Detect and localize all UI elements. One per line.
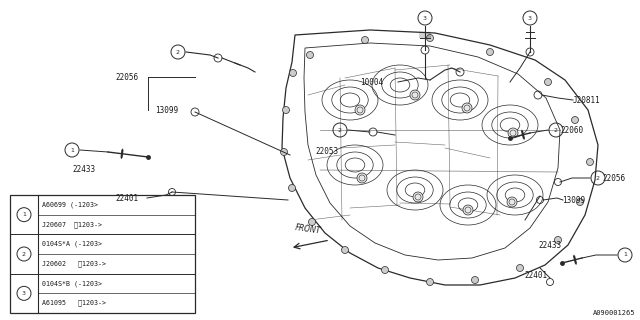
Text: 22401: 22401 [115, 194, 138, 203]
Text: 0104S*B (-1203>: 0104S*B (-1203> [42, 280, 102, 287]
Text: A090001265: A090001265 [593, 310, 635, 316]
Text: A61095   　1203->: A61095 1203-> [42, 300, 106, 307]
Text: 13099: 13099 [155, 106, 178, 115]
Text: FRONT: FRONT [294, 223, 321, 236]
Text: 1: 1 [623, 252, 627, 258]
Text: 2: 2 [22, 252, 26, 257]
Circle shape [426, 35, 433, 42]
Text: J20602   　1203->: J20602 1203-> [42, 260, 106, 267]
Text: 2: 2 [596, 175, 600, 180]
Circle shape [342, 246, 349, 253]
Circle shape [308, 219, 316, 226]
Circle shape [289, 69, 296, 76]
Circle shape [572, 116, 579, 124]
Text: J20811: J20811 [573, 95, 601, 105]
Text: 3: 3 [423, 15, 427, 20]
Bar [10, 195, 195, 313]
Circle shape [282, 107, 289, 114]
Text: 22060: 22060 [560, 125, 583, 134]
Text: 2: 2 [338, 127, 342, 132]
Circle shape [472, 276, 479, 284]
Text: 22433: 22433 [539, 241, 562, 250]
Text: J20607  　1203->: J20607 1203-> [42, 221, 102, 228]
Text: 22056: 22056 [115, 73, 138, 82]
Circle shape [545, 78, 552, 85]
Text: 3: 3 [22, 291, 26, 296]
Text: 22401: 22401 [525, 270, 548, 279]
Text: 1: 1 [22, 212, 26, 217]
Circle shape [410, 90, 420, 100]
Text: 13099: 13099 [562, 196, 585, 204]
Circle shape [463, 205, 473, 215]
Text: 22056: 22056 [602, 173, 625, 182]
Circle shape [508, 128, 518, 138]
Circle shape [280, 148, 287, 156]
Circle shape [554, 236, 561, 244]
Circle shape [516, 265, 524, 271]
Circle shape [577, 198, 584, 205]
Text: 22433: 22433 [72, 165, 95, 174]
Circle shape [357, 173, 367, 183]
Text: 0104S*A (-1203>: 0104S*A (-1203> [42, 241, 102, 247]
Circle shape [426, 278, 433, 285]
Text: 2: 2 [176, 50, 180, 54]
Circle shape [381, 267, 388, 274]
Circle shape [307, 52, 314, 59]
Circle shape [586, 158, 593, 165]
Circle shape [507, 197, 517, 207]
Circle shape [462, 103, 472, 113]
Text: 1: 1 [70, 148, 74, 153]
Circle shape [355, 105, 365, 115]
Circle shape [289, 185, 296, 191]
Circle shape [413, 192, 423, 202]
Text: 22053: 22053 [315, 147, 338, 156]
Text: 2: 2 [554, 127, 558, 132]
Text: A60699 (-1203>: A60699 (-1203> [42, 202, 98, 208]
Text: 3: 3 [528, 15, 532, 20]
Circle shape [486, 49, 493, 55]
Text: 10004: 10004 [360, 77, 383, 86]
Circle shape [362, 36, 369, 44]
